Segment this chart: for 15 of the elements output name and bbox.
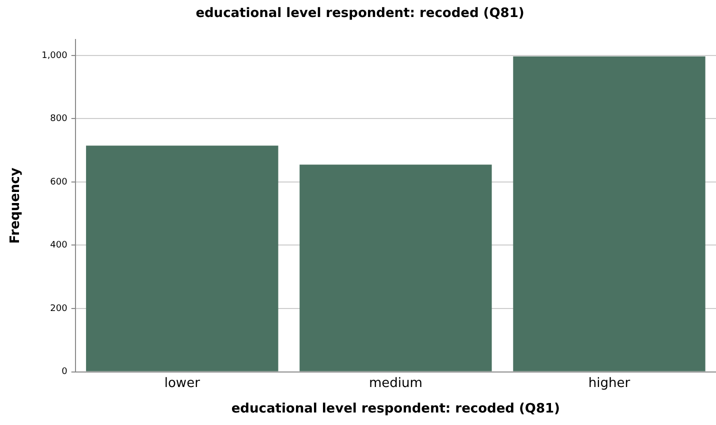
bar — [300, 164, 492, 372]
x-tick-label: higher — [588, 376, 631, 391]
y-tick-label: 800 — [50, 114, 68, 124]
chart-title: educational level respondent: recoded (Q81) — [196, 6, 524, 22]
x-axis-title: educational level respondent: recoded (Q81) — [231, 402, 560, 417]
y-tick-label: 0 — [62, 367, 68, 378]
y-tick-label: 600 — [50, 177, 68, 188]
x-tick-label: lower — [164, 376, 201, 391]
y-axis-title: Frequency — [8, 167, 24, 244]
y-tick-label: 1,000 — [42, 50, 68, 61]
y-tick-label: 400 — [50, 240, 68, 251]
bar — [86, 146, 278, 372]
x-tick-label: medium — [368, 376, 422, 391]
y-tick-label: 200 — [50, 304, 68, 314]
bar — [513, 56, 706, 372]
